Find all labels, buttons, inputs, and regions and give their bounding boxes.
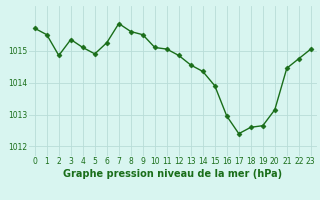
X-axis label: Graphe pression niveau de la mer (hPa): Graphe pression niveau de la mer (hPa): [63, 169, 282, 179]
